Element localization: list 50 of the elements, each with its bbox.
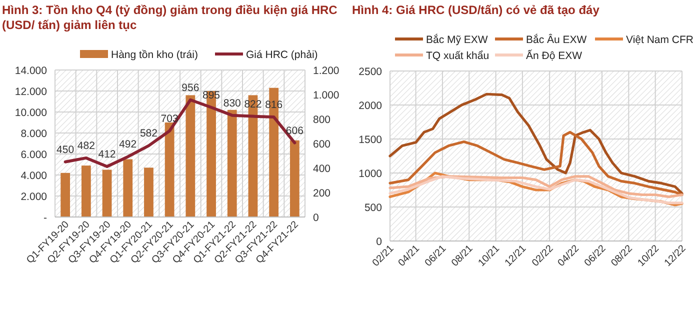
- legend-label: Giá HRC (phải): [246, 49, 318, 61]
- bar: [144, 168, 154, 217]
- data-label: 450: [56, 144, 74, 156]
- chart-title: Hình 4: Giá HRC (USD/tấn) có vẻ đã tạo đáy: [352, 3, 600, 17]
- bar: [290, 140, 300, 217]
- legend-label: Bắc Âu EXW: [526, 33, 587, 46]
- bar: [60, 172, 70, 217]
- y2-tick-label: 1.200: [313, 65, 340, 77]
- data-label: 412: [98, 148, 116, 161]
- y-tick-label: 0: [376, 236, 382, 248]
- y-tick-label: 12.000: [14, 86, 48, 98]
- bar: [164, 122, 174, 217]
- y-tick-label: 6.000: [20, 149, 48, 161]
- y-tick-label: 8.000: [20, 128, 48, 140]
- y-tick-label: 2.000: [20, 191, 48, 203]
- line-series: [388, 130, 684, 196]
- y-tick-label: 2000: [358, 100, 382, 112]
- y-tick-label: 4.000: [20, 170, 48, 182]
- bar: [81, 166, 91, 217]
- line-series: [388, 175, 684, 198]
- legend-label: Ấn Độ EXW: [526, 49, 582, 62]
- y2-tick-label: 800: [313, 114, 331, 126]
- y-tick-label: 2500: [358, 66, 382, 78]
- y2-tick-label: 600: [313, 138, 331, 150]
- data-label: 956: [182, 82, 200, 94]
- legend-label: Hàng tồn kho (trái): [111, 49, 198, 61]
- y2-tick-label: 1.000: [313, 90, 340, 102]
- legend-label: Việt Nam CFR: [626, 34, 694, 46]
- bar: [123, 159, 133, 217]
- y-tick-label: 500: [364, 202, 382, 214]
- y-tick-label: 1000: [358, 168, 382, 180]
- bar: [102, 170, 112, 217]
- y-tick-label: -: [44, 212, 48, 224]
- data-label: 492: [119, 138, 137, 151]
- data-label: 482: [77, 140, 96, 152]
- y2-tick-label: 400: [313, 163, 331, 175]
- y-tick-label: 14.000: [14, 65, 48, 77]
- legend-label: Bắc Mỹ EXW: [426, 33, 488, 46]
- line-series: [388, 92, 684, 195]
- bar: [186, 95, 196, 217]
- legend-label: TQ xuất khẩu: [426, 50, 490, 62]
- data-label: 830: [223, 97, 242, 110]
- y2-tick-label: 200: [313, 188, 331, 200]
- chart-title: Hình 3: Tồn kho Q4 (tỷ đồng) giảm trong điều kiện giá HRC (USD/ tấn) giảm liên tục: [2, 3, 338, 32]
- y-tick-label: 10.000: [14, 107, 48, 119]
- y2-tick-label: 0: [313, 212, 319, 224]
- y-tick-label: 1500: [358, 134, 382, 146]
- data-label: 606: [286, 124, 304, 137]
- bar: [227, 110, 237, 217]
- data-label: 582: [140, 128, 158, 140]
